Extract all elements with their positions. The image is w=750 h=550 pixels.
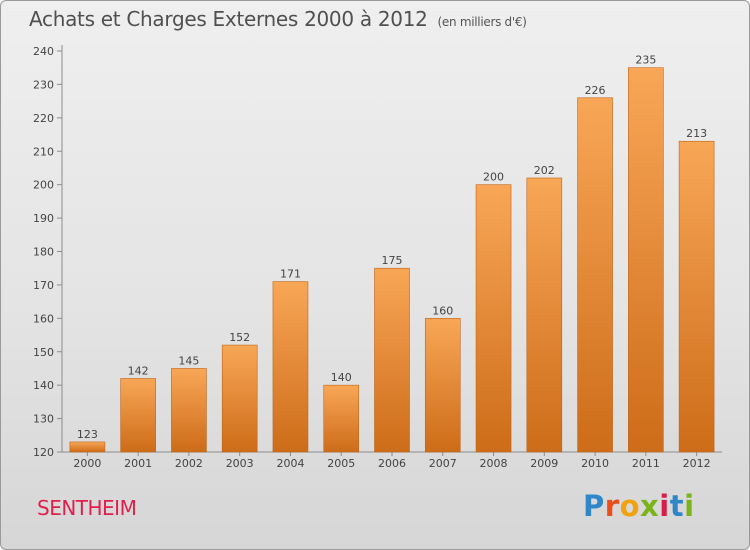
x-tick-label: 2005 [327,457,355,470]
y-tick-label: 210 [33,145,54,158]
chart-title: Achats et Charges Externes 2000 à 2012 (e… [29,7,527,31]
bar-value-label: 202 [534,164,555,177]
bar [323,384,360,453]
y-tick-label: 150 [33,346,54,359]
bar [424,318,461,453]
title-text: Achats et Charges Externes 2000 à 2012 [29,7,428,31]
x-tick-label: 2003 [226,457,254,470]
logo-letter: i [659,489,670,523]
logo-letter: t [669,489,685,523]
bar-value-label: 175 [382,254,403,267]
logo-letter: i [684,489,695,523]
x-tick-label: 2001 [124,457,152,470]
x-tick-label: 2011 [632,457,660,470]
bar [374,267,410,453]
bar-value-label: 200 [483,171,504,184]
y-tick-label: 120 [33,446,54,459]
bar-value-label: 160 [432,304,453,317]
x-tick-label: 2006 [378,457,406,470]
x-tick-label: 2008 [480,457,508,470]
bar-value-label: 171 [280,268,301,281]
x-tick-label: 2007 [429,457,457,470]
data-labels: 123 142 145 152 171 140 175 160 200 202 226 235 213 [77,54,707,441]
logo-letter: x [640,489,660,523]
unit-label: (en milliers d'€) [437,15,527,29]
y-tick-label: 130 [33,413,54,426]
bar-value-label: 140 [331,371,352,384]
bar-value-label: 142 [128,364,149,377]
commune-name: SENTHEIM [37,496,137,520]
y-tick-label: 170 [33,279,54,292]
y-tick-label: 180 [33,246,54,259]
y-tick-label: 190 [33,212,54,225]
y-tick-label: 200 [33,179,54,192]
y-tick-label: 220 [33,112,54,125]
logo-letter: P [583,489,605,523]
bar [120,378,156,453]
bar [628,67,664,453]
y-tick-label: 140 [33,379,54,392]
y-tick-label: 160 [33,312,54,325]
bar-value-label: 145 [178,354,199,367]
bar [69,441,106,453]
bar [171,368,207,453]
proxiti-logo: Proxiti [583,489,695,523]
y-tick-label: 230 [33,78,54,91]
axes: 120 130 140 150 160 170 180 190 200 210 220 230 240 2… [33,45,722,470]
bar-value-label: 213 [686,127,707,140]
bar [577,97,613,453]
x-tick-label: 2004 [276,457,304,470]
bars [69,67,715,453]
bar-value-label: 235 [635,54,656,67]
x-tick-label: 2009 [530,457,558,470]
x-tick-label: 2002 [175,457,203,470]
logo-letter: o [619,489,641,523]
bar [475,184,512,453]
x-tick-label: 2012 [683,457,711,470]
bar [272,281,309,453]
x-tick-label: 2010 [581,457,609,470]
bar-value-label: 152 [229,331,250,344]
bar [526,177,563,453]
logo-letter: r [604,489,620,523]
bar-value-label: 123 [77,428,98,441]
y-tick-label: 240 [33,45,54,58]
bar [221,344,258,453]
bar [678,140,715,453]
bar-value-label: 226 [585,84,606,97]
x-tick-label: 2000 [73,457,101,470]
